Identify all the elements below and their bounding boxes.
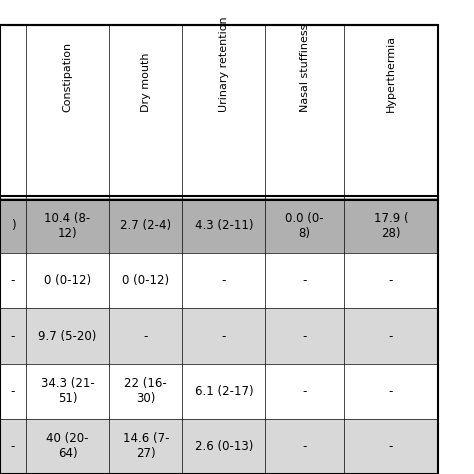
Bar xyxy=(265,253,344,309)
Text: -: - xyxy=(302,329,307,343)
Bar xyxy=(0,309,26,364)
Text: -: - xyxy=(389,329,393,343)
Bar xyxy=(182,198,265,253)
Text: Urinary retention: Urinary retention xyxy=(219,16,229,112)
Text: 34.3 (21-
51): 34.3 (21- 51) xyxy=(41,377,94,405)
Bar xyxy=(344,309,438,364)
Text: -: - xyxy=(11,329,15,343)
Text: 14.6 (7-
27): 14.6 (7- 27) xyxy=(122,432,169,460)
Text: Nasal stuffiness: Nasal stuffiness xyxy=(300,23,310,112)
Bar xyxy=(0,419,26,474)
Text: 2.6 (0-13): 2.6 (0-13) xyxy=(195,440,253,453)
Text: -: - xyxy=(144,329,148,343)
Bar xyxy=(182,253,265,309)
Bar xyxy=(344,419,438,474)
Bar xyxy=(265,419,344,474)
Bar xyxy=(0,253,26,309)
Text: 6.1 (2-17): 6.1 (2-17) xyxy=(195,385,253,398)
Bar xyxy=(109,364,182,419)
Bar xyxy=(0,26,26,198)
Text: ): ) xyxy=(11,219,15,232)
Text: -: - xyxy=(11,274,15,287)
Text: 0.0 (0-
8): 0.0 (0- 8) xyxy=(285,212,324,240)
Bar xyxy=(182,26,265,198)
Bar xyxy=(265,26,344,198)
Bar xyxy=(109,253,182,309)
Text: 2.7 (2-4): 2.7 (2-4) xyxy=(120,219,171,232)
Bar xyxy=(182,364,265,419)
Bar xyxy=(0,198,26,253)
Bar xyxy=(26,419,109,474)
Bar xyxy=(344,26,438,198)
Bar xyxy=(109,309,182,364)
Bar xyxy=(26,364,109,419)
Text: 9.7 (5-20): 9.7 (5-20) xyxy=(38,329,97,343)
Text: Hyperthermia: Hyperthermia xyxy=(386,35,396,112)
Text: 4.3 (2-11): 4.3 (2-11) xyxy=(195,219,253,232)
Bar xyxy=(109,198,182,253)
Text: -: - xyxy=(389,385,393,398)
Text: 10.4 (8-
12): 10.4 (8- 12) xyxy=(45,212,91,240)
Bar xyxy=(109,419,182,474)
Bar xyxy=(26,198,109,253)
Text: -: - xyxy=(11,385,15,398)
Bar xyxy=(26,26,109,198)
Text: -: - xyxy=(389,440,393,453)
Text: -: - xyxy=(222,274,226,287)
Bar xyxy=(182,419,265,474)
Text: 0 (0-12): 0 (0-12) xyxy=(122,274,169,287)
Bar xyxy=(344,198,438,253)
Bar xyxy=(26,253,109,309)
Text: -: - xyxy=(302,440,307,453)
Text: 17.9 (
28): 17.9 ( 28) xyxy=(374,212,409,240)
Text: -: - xyxy=(222,329,226,343)
Text: -: - xyxy=(302,385,307,398)
Text: -: - xyxy=(389,274,393,287)
Text: 0 (0-12): 0 (0-12) xyxy=(44,274,91,287)
Bar xyxy=(0,364,26,419)
Bar xyxy=(265,309,344,364)
Bar xyxy=(344,364,438,419)
Text: -: - xyxy=(11,440,15,453)
Text: Constipation: Constipation xyxy=(63,42,73,112)
Bar xyxy=(265,198,344,253)
Bar xyxy=(109,26,182,198)
Text: -: - xyxy=(302,274,307,287)
Bar xyxy=(344,253,438,309)
Bar xyxy=(265,364,344,419)
Text: 22 (16-
30): 22 (16- 30) xyxy=(124,377,167,405)
Text: Dry mouth: Dry mouth xyxy=(141,52,151,112)
Bar xyxy=(26,309,109,364)
Bar xyxy=(182,309,265,364)
Text: 40 (20-
64): 40 (20- 64) xyxy=(46,432,89,460)
